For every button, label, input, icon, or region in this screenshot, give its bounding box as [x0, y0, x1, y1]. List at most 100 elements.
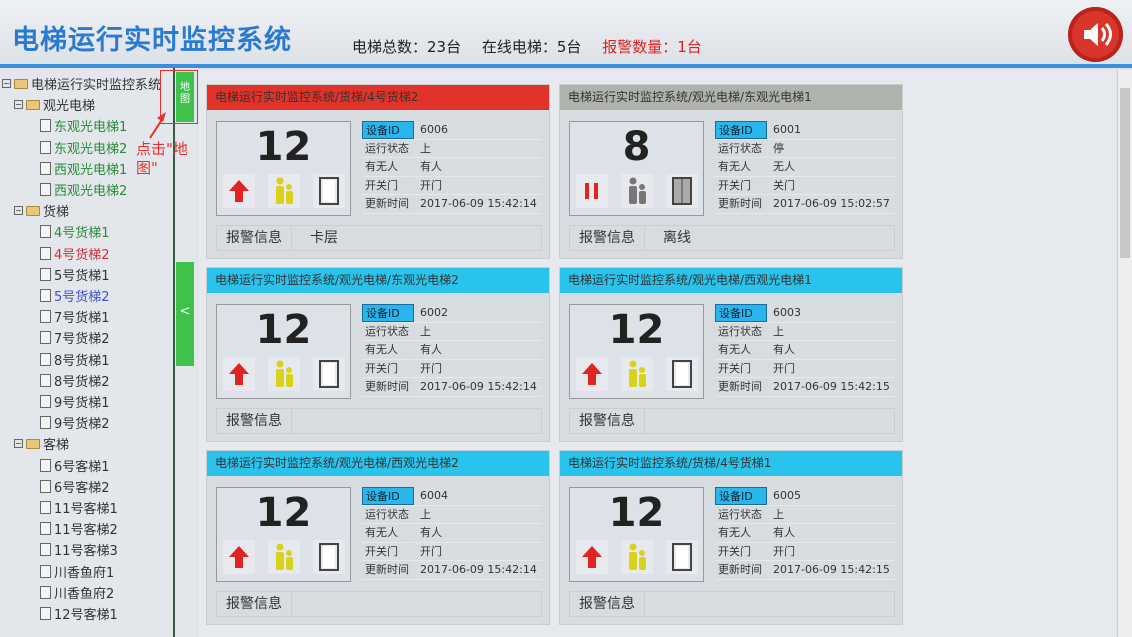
header: 电梯运行实时监控系统 电梯总数：23台 在线电梯：5台 报警数量：1台	[0, 0, 1132, 64]
tree-item[interactable]: 7号货梯1	[40, 307, 110, 326]
tree-item[interactable]: 西观光电梯1	[40, 159, 127, 178]
tree-group-label: 货梯	[43, 205, 70, 221]
annotation-text: 点击"地图"	[136, 140, 188, 177]
tree-item[interactable]: 12号客梯1	[40, 604, 118, 623]
tree-group[interactable]: − 客梯	[14, 434, 69, 453]
tree-item-label: 7号货梯2	[54, 332, 110, 348]
collapse-sidebar-button[interactable]: <	[176, 262, 194, 366]
tree-root[interactable]: − 电梯运行实时监控系统	[2, 74, 161, 93]
label-device-id: 设备ID	[715, 487, 767, 505]
label-door: 开关门	[365, 544, 398, 558]
collapse-icon[interactable]: −	[14, 439, 23, 449]
tree-group[interactable]: − 观光电梯	[14, 95, 95, 114]
elevator-display: 12	[569, 304, 704, 399]
label-time: 更新时间	[365, 380, 409, 393]
tree-item[interactable]: 川香鱼府1	[40, 562, 114, 581]
speaker-icon[interactable]	[1068, 7, 1123, 62]
device-id: 6004	[414, 487, 542, 505]
update-time: 2017-06-09 15:42:15	[767, 378, 895, 396]
tree-item[interactable]: 7号货梯2	[40, 328, 110, 347]
alarm-info: 报警信息	[216, 408, 542, 434]
label-door: 开关门	[718, 361, 751, 375]
map-button[interactable]: 地图	[176, 72, 194, 122]
collapse-icon[interactable]: −	[14, 100, 23, 110]
document-icon	[40, 543, 51, 557]
tree-item[interactable]: 西观光电梯2	[40, 180, 127, 199]
collapse-icon[interactable]: −	[14, 206, 23, 216]
label-people: 有无人	[718, 160, 751, 173]
run-state: 上	[414, 322, 542, 340]
document-icon	[40, 458, 51, 472]
info-table: 设备ID 6005 运行状态上 有无人 有人 开关门 开门 更新时间 2017-06-0…	[715, 487, 895, 580]
document-icon	[40, 119, 51, 133]
document-icon	[40, 585, 51, 599]
tree-item-label: 11号客梯3	[54, 544, 118, 560]
label-alarm: 报警信息	[217, 409, 292, 433]
tree-item[interactable]: 4号货梯2	[40, 244, 110, 263]
people-icon	[621, 540, 653, 574]
elevator-display: 12	[216, 121, 351, 216]
elevator-card[interactable]: 电梯运行实时监控系统/观光电梯/东观光电梯1 8 设备ID 6001 运行状态停 …	[559, 84, 903, 259]
tree-item-label: 9号货梯1	[54, 396, 110, 411]
vertical-scrollbar[interactable]	[1117, 70, 1132, 637]
tree-item[interactable]: 5号货梯1	[40, 265, 110, 284]
tree-item-label: 东观光电梯2	[54, 141, 128, 157]
label-people: 有无人	[365, 343, 398, 356]
label-time: 更新时间	[718, 563, 762, 576]
floor-number: 8	[622, 124, 651, 170]
run-state: 上	[414, 139, 542, 157]
alarm-info: 报警信息	[216, 591, 542, 617]
tree-item[interactable]: 9号货梯1	[40, 392, 110, 411]
info-table: 设备ID 6006 运行状态上 有无人 有人 开关门 开门 更新时间 2017-06-0…	[362, 121, 542, 214]
tree-item[interactable]: 6号客梯1	[40, 456, 110, 475]
people-icon	[268, 357, 300, 391]
tree-item[interactable]: 11号客梯1	[40, 498, 118, 517]
label-people: 有无人	[365, 526, 398, 539]
document-icon	[40, 395, 51, 408]
up-arrow-icon	[576, 540, 608, 574]
tree-item[interactable]: 9号货梯2	[40, 413, 110, 432]
elevator-card[interactable]: 电梯运行实时监控系统/观光电梯/西观光电梯2 12 设备ID 6004 运行状态上…	[206, 450, 550, 625]
scrollbar-thumb[interactable]	[1120, 88, 1130, 258]
tree-item[interactable]: 8号货梯2	[40, 371, 110, 390]
info-table: 设备ID 6003 运行状态上 有无人 有人 开关门 开门 更新时间 2017-06-0…	[715, 304, 895, 397]
update-time: 2017-06-09 15:42:15	[767, 561, 895, 579]
tree-group[interactable]: − 货梯	[14, 201, 69, 220]
up-arrow-icon	[576, 357, 608, 391]
folder-icon	[26, 438, 40, 449]
label-alarm: 报警信息	[217, 592, 292, 616]
tree-item[interactable]: 4号货梯1	[40, 222, 110, 241]
tree-item[interactable]: 东观光电梯2	[40, 138, 127, 157]
tree-item-label: 5号货梯2	[54, 290, 110, 305]
alarm-info: 报警信息	[569, 591, 895, 617]
tree-item[interactable]: 川香鱼府2	[40, 583, 114, 602]
map-highlight-box	[160, 70, 198, 124]
tree-item[interactable]: 11号客梯2	[40, 519, 118, 538]
elevator-card[interactable]: 电梯运行实时监控系统/观光电梯/东观光电梯2 12 设备ID 6002 运行状态上…	[206, 267, 550, 442]
tree-group-label: 观光电梯	[43, 99, 96, 115]
elevator-card[interactable]: 电梯运行实时监控系统/货梯/4号货梯1 12 设备ID 6005 运行状态上 有无…	[559, 450, 903, 625]
label-state: 运行状态	[365, 141, 409, 155]
run-state: 上	[414, 505, 542, 523]
tree-item[interactable]: 6号客梯2	[40, 477, 110, 496]
tree-item-label: 8号货梯2	[54, 374, 110, 390]
label-device-id: 设备ID	[362, 121, 414, 139]
document-icon	[40, 246, 51, 260]
app-title: 电梯运行实时监控系统	[12, 25, 292, 56]
tree-item[interactable]: 11号客梯3	[40, 540, 118, 559]
total-count: 电梯总数：23台	[352, 38, 462, 56]
tree-item-label: 川香鱼府2	[54, 586, 115, 602]
tree-item-label: 11号客梯2	[54, 523, 118, 539]
document-icon	[40, 522, 51, 536]
collapse-icon[interactable]: −	[2, 79, 11, 88]
update-time: 2017-06-09 15:42:14	[414, 378, 542, 396]
alarm-message: 离线	[663, 230, 691, 246]
tree-item[interactable]: 8号货梯1	[40, 350, 110, 369]
elevator-card[interactable]: 电梯运行实时监控系统/货梯/4号货梯2 12 设备ID 6006 运行状态上 有无…	[206, 84, 550, 259]
elevator-card[interactable]: 电梯运行实时监控系统/观光电梯/西观光电梯1 12 设备ID 6003 运行状态上…	[559, 267, 903, 442]
device-id: 6002	[414, 304, 542, 322]
tree-item[interactable]: 5号货梯2	[40, 286, 110, 305]
label-people: 有无人	[718, 343, 751, 356]
tree-item[interactable]: 东观光电梯1	[40, 116, 127, 135]
tree-item-label: 7号货梯1	[54, 311, 110, 327]
